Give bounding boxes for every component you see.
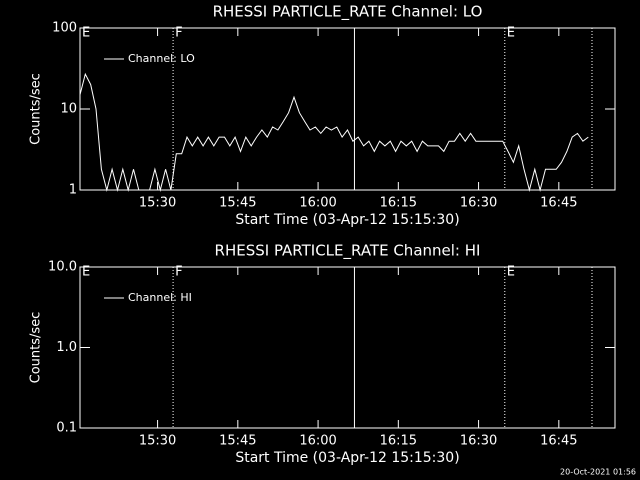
marker-label: E [82, 26, 90, 41]
marker-label: E [507, 26, 515, 41]
marker-label: F [175, 265, 182, 280]
x-tick-label: 16:45 [540, 434, 577, 449]
x-tick-label: 16:15 [380, 434, 417, 449]
x-tick-label: 16:30 [460, 196, 497, 211]
x-tick-label: 16:30 [460, 434, 497, 449]
marker-label: E [82, 265, 90, 280]
x-tick-label: 16:15 [380, 196, 417, 211]
x-axis-label: Start Time (03-Apr-12 15:15:30) [235, 450, 459, 466]
y-tick-label: 10.0 [48, 260, 77, 275]
chart-title: RHESSI PARTICLE_RATE Channel: LO [213, 3, 483, 22]
x-tick-label: 15:30 [139, 196, 176, 211]
x-tick-label: 15:45 [219, 196, 256, 211]
chart-title: RHESSI PARTICLE_RATE Channel: HI [215, 242, 481, 261]
y-tick-label: 100 [52, 21, 77, 36]
footer: 20-Oct-2021 01:56 [560, 468, 636, 477]
marker-label: E [507, 265, 515, 280]
x-axis-label: Start Time (03-Apr-12 15:15:30) [235, 212, 459, 228]
x-tick-label: 15:30 [139, 434, 176, 449]
y-tick-label: 1 [69, 183, 77, 198]
marker-label: F [175, 26, 182, 41]
y-tick-label: 10 [60, 102, 77, 117]
x-tick-label: 15:45 [219, 434, 256, 449]
y-tick-label: 1.0 [56, 340, 77, 355]
y-tick-label: 0.1 [56, 421, 77, 436]
x-tick-label: 16:00 [299, 196, 336, 211]
legend-label: Channel: HI [128, 291, 192, 304]
legend-label: Channel: LO [128, 52, 195, 65]
x-tick-label: 16:00 [299, 434, 336, 449]
x-tick-label: 16:45 [540, 196, 577, 211]
y-axis-label: Counts/sec [29, 73, 44, 145]
y-axis-label: Counts/sec [29, 312, 44, 384]
series-line [79, 72, 589, 192]
